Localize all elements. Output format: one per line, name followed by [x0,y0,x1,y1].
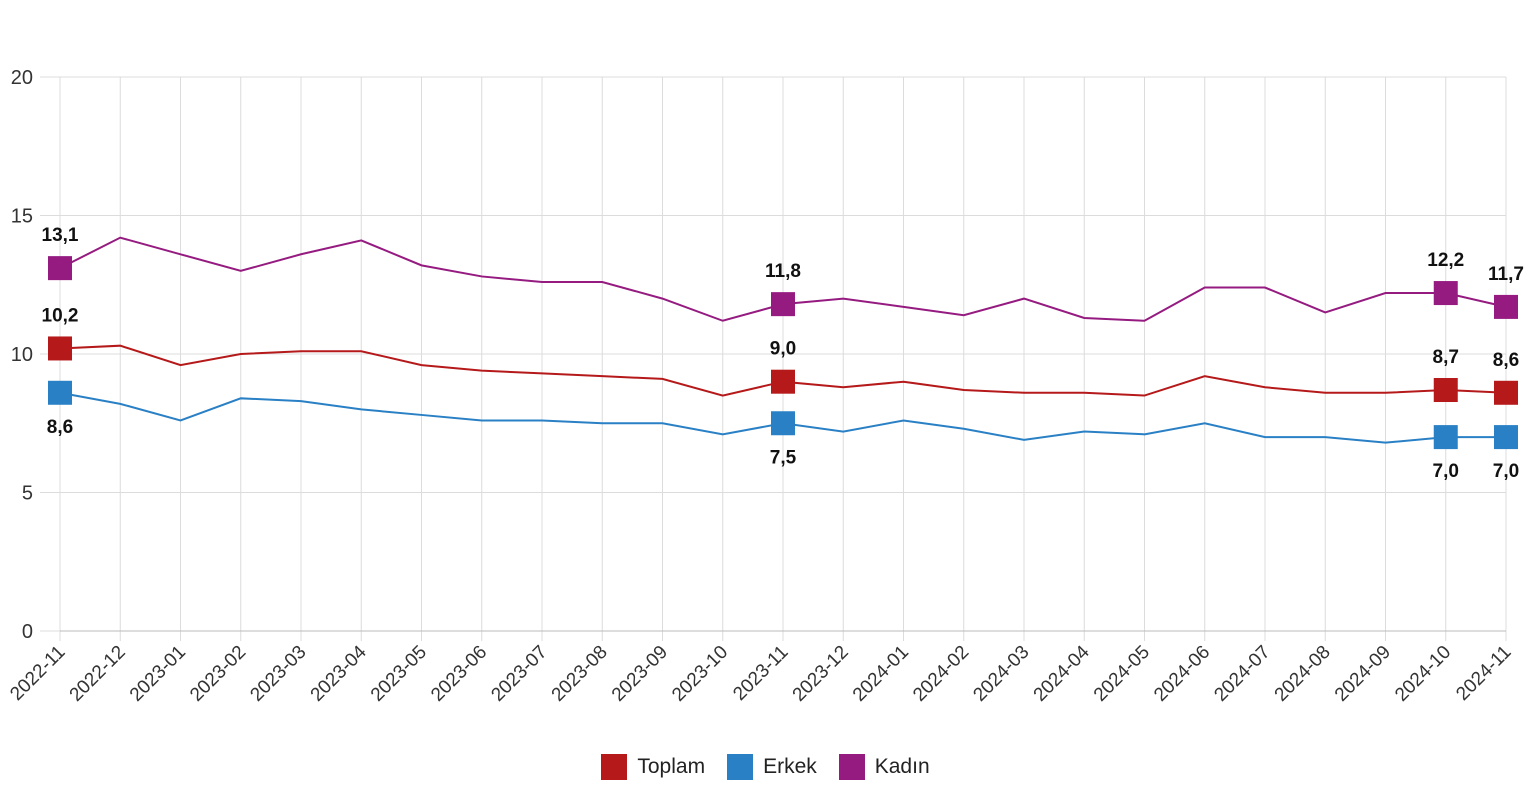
data-point-marker [1433,425,1458,450]
legend: Toplam Erkek Kadın [0,754,1531,780]
data-point-marker [1494,294,1518,319]
data-point-marker [1494,380,1518,405]
x-tick-label: 2023-02 [186,642,250,706]
x-tick-label: 2024-10 [1391,642,1455,706]
data-label: 8,6 [47,417,73,438]
x-tick-label: 2022-11 [6,642,69,705]
legend-item-kadin[interactable]: Kadın [838,754,930,780]
data-label: 13,1 [42,225,79,246]
x-tick-label: 2023-06 [427,642,491,706]
x-tick-label: 2023-07 [487,642,551,706]
data-point-marker [48,380,72,405]
y-tick-label: 0 [22,621,33,643]
x-tick-label: 2024-08 [1271,642,1335,706]
data-label: 7,0 [1493,461,1519,482]
y-tick-label: 10 [11,344,33,366]
data-point-marker [1494,425,1518,450]
legend-label: Erkek [763,755,817,778]
data-label: 10,2 [42,305,79,326]
x-tick-label: 2023-05 [367,642,431,706]
data-label: 9,0 [770,339,796,360]
data-label: 12,2 [1427,250,1464,271]
legend-item-erkek[interactable]: Erkek [727,754,817,780]
legend-label: Kadın [874,755,930,778]
x-tick-label: 2023-10 [668,642,732,706]
x-tick-label: 2024-06 [1150,642,1214,706]
data-label: 7,5 [770,447,797,468]
x-tick-label: 2024-05 [1090,642,1154,706]
x-tick-label: 2022-12 [66,642,130,706]
x-tick-label: 2024-07 [1210,642,1274,706]
x-tick-label: 2024-04 [1030,641,1094,705]
x-tick-label: 2023-01 [126,642,190,706]
x-tick-label: 2023-12 [789,642,853,706]
x-tick-label: 2024-02 [909,642,973,706]
data-point-marker [1433,281,1458,306]
x-tick-label: 2024-01 [849,642,913,706]
y-tick-label: 5 [22,483,33,505]
x-tick-label: 2024-09 [1331,642,1395,706]
x-tick-label: 2023-04 [307,641,371,705]
data-point-marker [1433,378,1458,403]
data-point-marker [771,292,795,317]
legend-swatch-kadin [838,754,865,780]
legend-swatch-erkek [727,754,754,780]
data-label: 11,7 [1488,264,1524,285]
x-tick-label: 2024-03 [969,642,1033,706]
data-label: 8,6 [1493,350,1519,371]
x-tick-label: 2024-11 [1452,642,1515,705]
data-point-marker [771,411,795,436]
x-tick-label: 2023-03 [246,642,310,706]
data-label: 8,7 [1433,347,1459,368]
y-tick-label: 20 [11,67,33,89]
x-tick-label: 2023-08 [548,642,612,706]
line-chart: 051015202022-112022-122023-012023-022023… [6,67,1524,706]
data-label: 11,8 [765,261,801,282]
legend-item-toplam[interactable]: Toplam [601,754,705,780]
legend-label: Toplam [637,755,706,778]
legend-swatch-toplam [601,754,628,780]
y-tick-label: 15 [11,206,33,228]
data-label: 7,0 [1433,461,1459,482]
data-point-marker [48,256,72,281]
data-point-marker [771,369,795,394]
x-tick-label: 2023-11 [729,642,792,705]
x-tick-label: 2023-09 [608,642,672,706]
data-point-marker [48,336,72,361]
